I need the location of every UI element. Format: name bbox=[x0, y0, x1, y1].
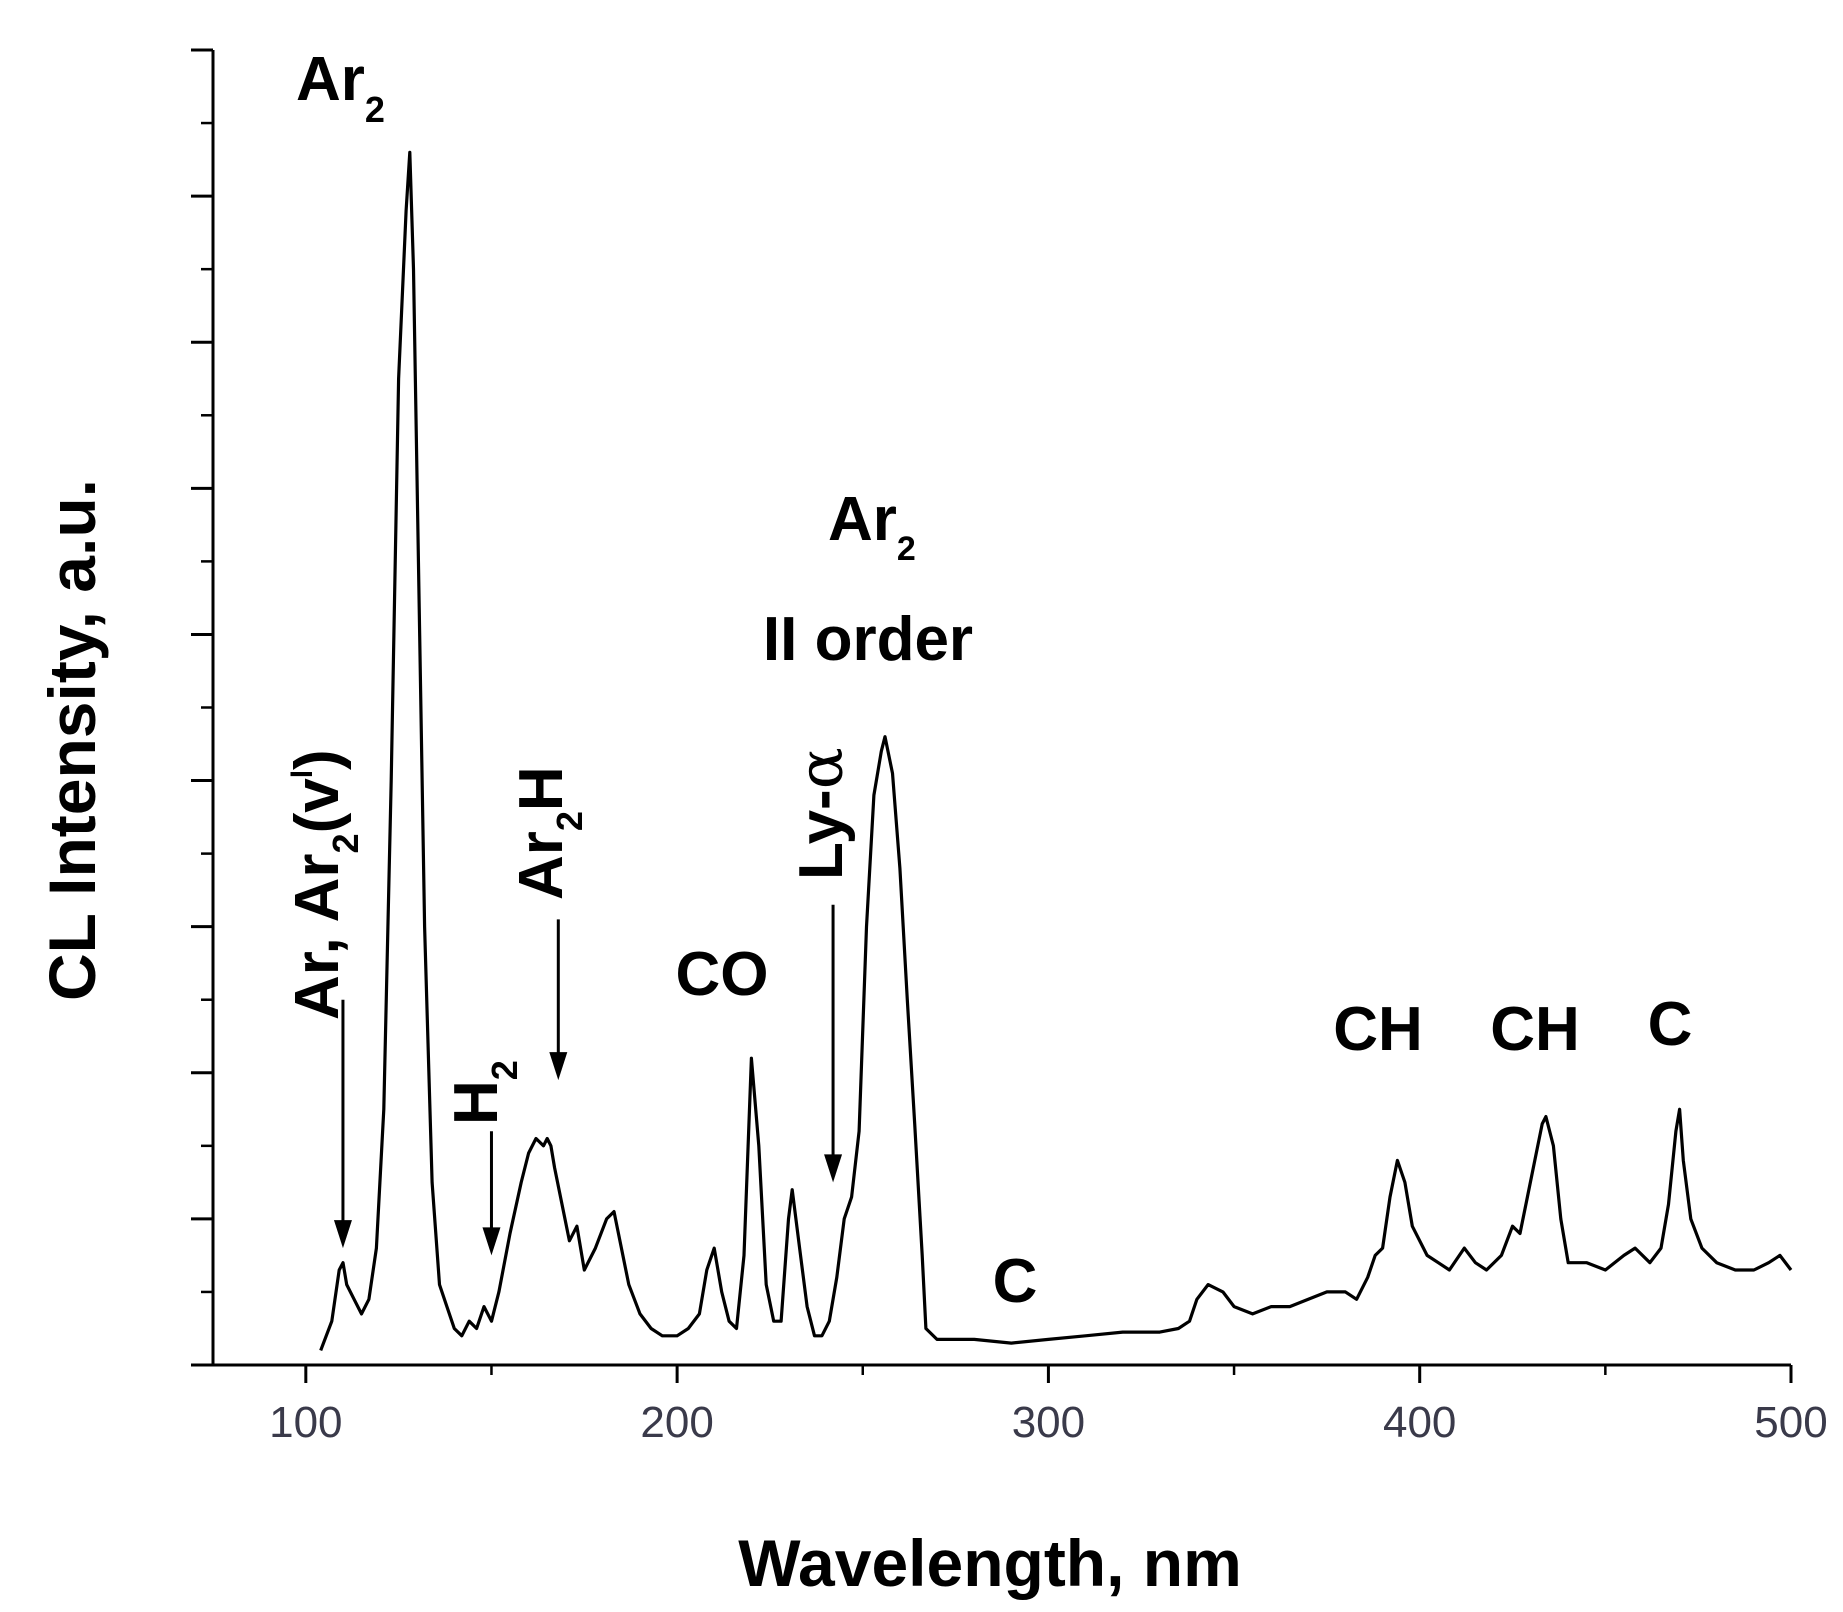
annotation-ly-alpha: Ly-α bbox=[784, 747, 857, 880]
x-tick-label: 500 bbox=[1754, 1398, 1827, 1447]
arrows bbox=[333, 904, 843, 1256]
annotation-co: CO bbox=[676, 940, 769, 1009]
arrow-ar2h bbox=[549, 919, 568, 1081]
annotation-ar2h: Ar2H bbox=[507, 766, 590, 900]
annotation-ch-435: CH bbox=[1490, 995, 1580, 1064]
x-axis-label: Wavelength, nm bbox=[738, 1526, 1242, 1600]
arrow-ar bbox=[333, 999, 352, 1249]
arrow-ly bbox=[824, 904, 843, 1183]
y-axis-label: CL Intensity, a.u. bbox=[35, 479, 109, 1001]
x-tick-labels: 100 200 300 400 500 bbox=[269, 1398, 1828, 1447]
ticks bbox=[191, 48, 1793, 1383]
annotation-ar-ar2v: Ar, Ar2(vl) bbox=[283, 749, 366, 1020]
x-tick-label: 400 bbox=[1383, 1398, 1456, 1447]
spectrum-line bbox=[319, 150, 1793, 1351]
annotation-ar2-main: Ar2 bbox=[296, 45, 385, 130]
annotation-ar2-second: Ar2 bbox=[828, 485, 916, 568]
x-tick-label: 200 bbox=[640, 1398, 713, 1447]
annotation-c-470: C bbox=[1648, 990, 1693, 1059]
annotation-c-300: C bbox=[993, 1247, 1038, 1316]
x-tick-label: 100 bbox=[269, 1398, 342, 1447]
arrow-h2 bbox=[482, 1131, 501, 1256]
annotation-ch-395: CH bbox=[1333, 995, 1423, 1064]
annotation-ii-order: II order bbox=[763, 605, 973, 674]
annotation-h2: H2 bbox=[442, 1060, 525, 1125]
x-tick-label: 300 bbox=[1012, 1398, 1085, 1447]
